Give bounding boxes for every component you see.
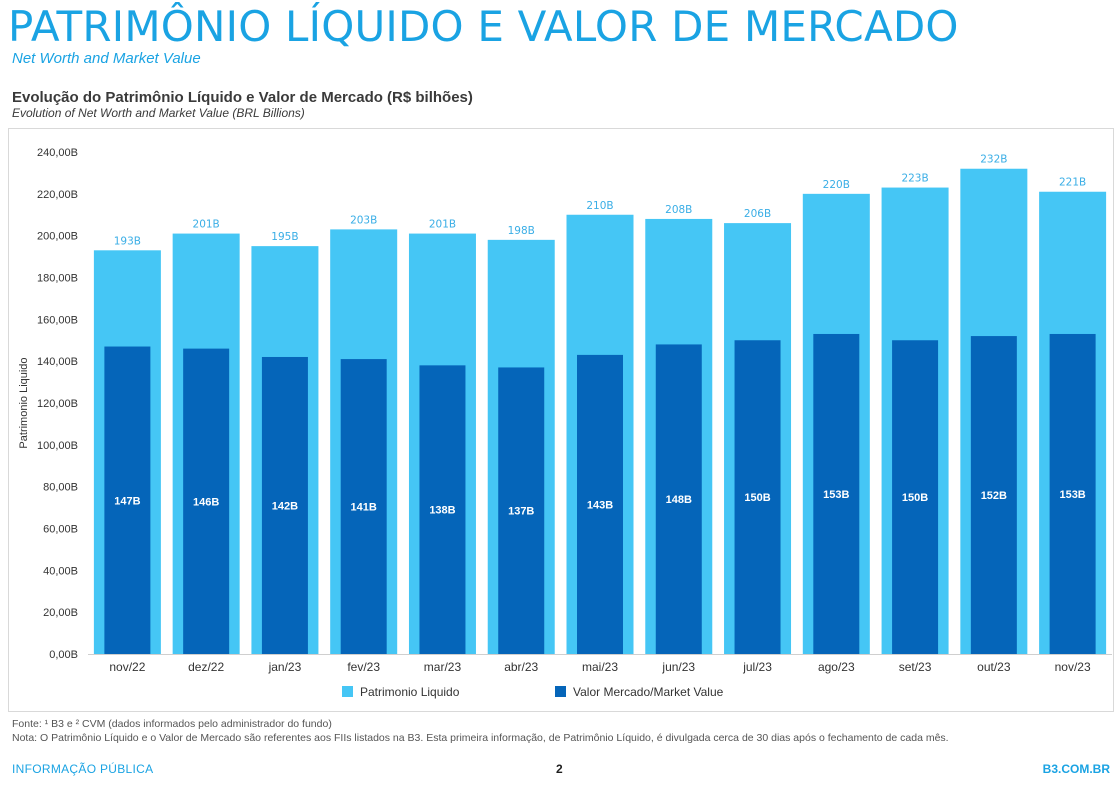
net-worth-label: 223B — [901, 173, 928, 185]
legend: Patrimonio Liquido Valor Mercado/Market V… — [342, 685, 724, 699]
net-worth-label: 193B — [114, 235, 141, 247]
net-worth-label: 198B — [508, 225, 535, 237]
market-value-bar — [1049, 333, 1096, 654]
market-value-label: 141B — [351, 502, 377, 514]
chart-title: Evolução do Patrimônio Líquido e Valor d… — [12, 89, 473, 106]
market-value-label: 143B — [587, 499, 613, 511]
chart-subtitle: Evolution of Net Worth and Market Value … — [12, 106, 305, 120]
market-value-bar — [655, 344, 702, 654]
footer-website-link[interactable]: B3.COM.BR — [1042, 762, 1110, 776]
market-value-label: 147B — [114, 495, 140, 507]
data-labels: 193B 147B 201B 146B 195B 142B 203B 141B 201B 138B… — [114, 154, 1086, 518]
net-worth-label: 201B — [429, 219, 456, 231]
legend-swatch-net-worth — [342, 686, 353, 697]
market-value-bars — [104, 333, 1096, 654]
net-worth-label: 206B — [744, 208, 771, 220]
y-axis: 0,00B 20,00B 40,00B 60,00B 80,00B 100,00B 120,… — [18, 147, 78, 661]
market-value-bar — [419, 365, 466, 654]
y-tick-label: 80,00B — [43, 482, 78, 494]
y-axis-label: Patrimonio Liquido — [18, 357, 30, 448]
y-tick-label: 180,00B — [37, 273, 78, 285]
net-worth-label: 201B — [193, 219, 220, 231]
market-value-label: 138B — [429, 505, 455, 517]
x-tick-label: mar/23 — [424, 660, 462, 674]
legend-label-market-value: Valor Mercado/Market Value — [573, 685, 724, 699]
market-value-label: 153B — [823, 489, 849, 501]
market-value-bar — [577, 354, 623, 654]
market-value-label: 148B — [666, 494, 692, 506]
net-worth-label: 232B — [980, 154, 1007, 166]
x-axis: nov/22 dez/22 jan/23 fev/23 mar/23 abr/23 mai/… — [88, 654, 1112, 674]
x-tick-label: set/23 — [899, 660, 932, 674]
market-value-bar — [261, 356, 308, 654]
market-value-label: 150B — [902, 492, 928, 504]
y-tick-label: 220,00B — [37, 189, 78, 201]
y-tick-label: 40,00B — [43, 565, 78, 577]
legend-label-net-worth: Patrimonio Liquido — [360, 685, 460, 699]
net-worth-label: 195B — [271, 231, 298, 243]
market-value-label: 146B — [193, 496, 219, 508]
x-tick-label: jun/23 — [661, 660, 695, 674]
x-tick-label: nov/23 — [1055, 660, 1091, 674]
x-tick-label: out/23 — [977, 660, 1011, 674]
footnote-note: Nota: O Patrimônio Líquido e o Valor de … — [12, 732, 949, 744]
net-worth-label: 203B — [350, 214, 377, 226]
net-worth-label: 208B — [665, 204, 692, 216]
footnote-source: Fonte: ¹ B3 e ² CVM (dados informados pe… — [12, 718, 332, 730]
x-tick-label: jul/23 — [742, 660, 772, 674]
y-tick-label: 20,00B — [43, 607, 78, 619]
market-value-label: 150B — [744, 492, 770, 504]
page-number: 2 — [556, 762, 563, 776]
market-value-label: 153B — [1059, 489, 1085, 501]
y-tick-label: 160,00B — [37, 314, 78, 326]
x-tick-label: mai/23 — [582, 660, 618, 674]
x-tick-label: jan/23 — [268, 660, 302, 674]
y-tick-label: 200,00B — [37, 231, 78, 243]
market-value-bar — [734, 340, 781, 654]
y-tick-label: 120,00B — [37, 398, 78, 410]
market-value-bar — [892, 340, 939, 654]
market-value-label: 142B — [272, 500, 298, 512]
market-value-bar — [813, 333, 860, 654]
market-value-label: 152B — [981, 490, 1007, 502]
market-value-bar — [970, 336, 1017, 654]
y-tick-label: 60,00B — [43, 524, 78, 536]
y-tick-label: 0,00B — [49, 649, 78, 661]
y-tick-label: 240,00B — [37, 147, 78, 159]
market-value-bar — [498, 367, 545, 654]
page-title: PATRIMÔNIO LÍQUIDO E VALOR DE MERCADO — [8, 2, 959, 51]
market-value-bar — [340, 359, 387, 654]
net-worth-label: 210B — [586, 200, 613, 212]
x-tick-label: ago/23 — [818, 660, 855, 674]
page-subtitle: Net Worth and Market Value — [12, 50, 201, 67]
x-tick-label: abr/23 — [504, 660, 538, 674]
y-tick-label: 100,00B — [37, 440, 78, 452]
x-tick-label: fev/23 — [347, 660, 380, 674]
market-value-bar — [183, 348, 230, 654]
chart-frame — [8, 128, 1114, 712]
y-tick-label: 140,00B — [37, 356, 78, 368]
x-tick-label: nov/22 — [109, 660, 145, 674]
net-worth-label: 221B — [1059, 177, 1086, 189]
x-tick-label: dez/22 — [188, 660, 224, 674]
legend-swatch-market-value — [555, 686, 566, 697]
market-value-bar — [104, 346, 151, 654]
market-value-label: 137B — [508, 506, 534, 518]
footer-classification: INFORMAÇÃO PÚBLICA — [12, 762, 154, 776]
net-worth-label: 220B — [823, 179, 850, 191]
